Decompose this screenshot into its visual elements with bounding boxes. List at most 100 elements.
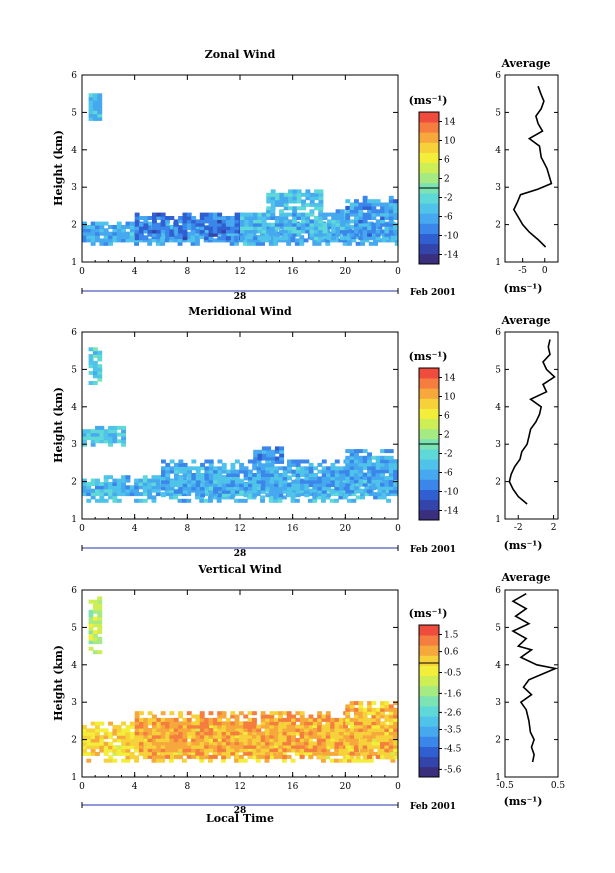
heatmap-cell xyxy=(268,238,274,243)
heatmap-cell xyxy=(200,483,205,488)
heatmap-cell xyxy=(212,751,218,756)
heatmap-cell xyxy=(125,735,131,740)
heatmap-cell xyxy=(208,226,214,231)
heatmap-cell xyxy=(160,231,166,236)
heatmap-cell xyxy=(260,476,266,481)
heatmap-cell xyxy=(139,741,144,746)
heatmap-cell xyxy=(288,192,293,197)
heatmap-cell xyxy=(360,495,365,500)
heatmap-cell xyxy=(344,229,350,234)
heatmap-cell xyxy=(393,486,398,491)
heatmap-cell xyxy=(134,738,139,743)
heatmap-cell xyxy=(134,222,140,227)
heatmap-cell xyxy=(300,483,305,488)
heatmap-cell xyxy=(178,721,183,726)
heatmap-cell xyxy=(90,741,96,746)
heatmap-cell xyxy=(204,216,210,220)
heatmap-cell xyxy=(305,212,311,217)
heatmap-cell xyxy=(381,488,387,493)
heatmap-cell xyxy=(229,231,235,236)
heatmap-cell xyxy=(268,241,274,246)
heatmap-cell xyxy=(160,717,166,722)
heatmap-cell xyxy=(200,489,205,494)
heatmap-cell xyxy=(266,206,272,211)
heatmap-cell xyxy=(335,219,341,224)
heatmap-cell xyxy=(269,483,275,488)
heatmap-cell xyxy=(380,202,385,207)
heatmap-cell xyxy=(187,469,192,474)
date-label: Feb 2001 xyxy=(410,545,456,555)
heatmap-cell xyxy=(112,231,118,236)
heatmap-cell xyxy=(103,478,109,483)
heatmap-cell xyxy=(325,228,331,233)
heatmap-cell xyxy=(287,476,292,481)
heatmap-cell xyxy=(256,741,262,746)
heatmap-cell xyxy=(358,205,364,210)
heatmap-cell xyxy=(349,704,355,709)
heatmap-cell xyxy=(295,462,301,467)
heatmap-cell xyxy=(82,439,87,444)
heatmap-cell xyxy=(388,721,394,726)
heatmap-cell xyxy=(147,229,153,234)
heatmap-cell xyxy=(143,222,149,227)
heatmap-cell xyxy=(308,469,314,474)
heatmap-cell xyxy=(95,425,100,430)
heatmap-cell xyxy=(355,755,361,760)
heatmap-cell xyxy=(270,229,276,234)
heatmap-cell xyxy=(240,229,245,234)
heatmap-cell xyxy=(108,488,113,493)
heatmap-cell xyxy=(139,731,144,736)
colorbar-swatch xyxy=(419,645,439,656)
heatmap-cell xyxy=(334,744,340,749)
heatmap-cell xyxy=(203,238,209,243)
heatmap-cell xyxy=(116,731,122,736)
heatmap-cell xyxy=(151,485,157,490)
heatmap-cell xyxy=(279,459,285,464)
heatmap-cell xyxy=(362,472,368,477)
average-y-tick-label: 1 xyxy=(495,258,501,268)
heatmap-cell xyxy=(178,469,184,474)
heatmap-cell xyxy=(296,216,302,220)
heatmap-cell xyxy=(248,219,254,224)
heatmap-cell xyxy=(393,741,398,746)
heatmap-cell xyxy=(173,222,179,227)
heatmap-cell xyxy=(199,738,205,743)
heatmap-cell xyxy=(273,728,279,732)
heatmap-cell xyxy=(234,492,239,497)
x-tick-label: 20 xyxy=(340,524,352,534)
colorbar-swatch xyxy=(419,223,439,234)
heatmap-cell xyxy=(108,492,113,497)
heatmap-cell xyxy=(190,231,196,236)
heatmap-cell xyxy=(295,741,301,746)
colorbar-swatch xyxy=(419,122,439,133)
heatmap-cell xyxy=(139,226,144,231)
heatmap-cell xyxy=(313,466,318,471)
heatmap-cell xyxy=(260,486,266,491)
heatmap-cell xyxy=(240,222,245,227)
heatmap-cell xyxy=(299,717,305,722)
heatmap-cell xyxy=(182,222,188,227)
heatmap-cell xyxy=(269,728,275,732)
heatmap-cell xyxy=(292,209,297,214)
x-tick-label: 0 xyxy=(79,782,85,792)
heatmap-cell xyxy=(103,475,109,480)
heatmap-cell xyxy=(252,734,257,739)
heatmap-cell xyxy=(86,482,92,486)
heatmap-cell xyxy=(95,741,100,746)
heatmap-cell xyxy=(95,429,100,434)
heatmap-cell xyxy=(371,486,377,491)
heatmap-cell xyxy=(195,483,201,488)
heatmap-cell xyxy=(234,241,239,246)
heatmap-cell xyxy=(278,744,283,749)
heatmap-cell xyxy=(247,724,253,729)
heatmap-cell xyxy=(208,232,214,237)
heatmap-cell xyxy=(362,216,368,220)
y-axis-label: Height (km) xyxy=(52,387,65,463)
heatmap-cell xyxy=(199,216,205,220)
heatmap-cell xyxy=(309,219,315,224)
heatmap-cell xyxy=(103,241,109,246)
heatmap-cell xyxy=(354,222,359,227)
heatmap-cell xyxy=(204,473,210,477)
heatmap-cell xyxy=(384,734,390,739)
